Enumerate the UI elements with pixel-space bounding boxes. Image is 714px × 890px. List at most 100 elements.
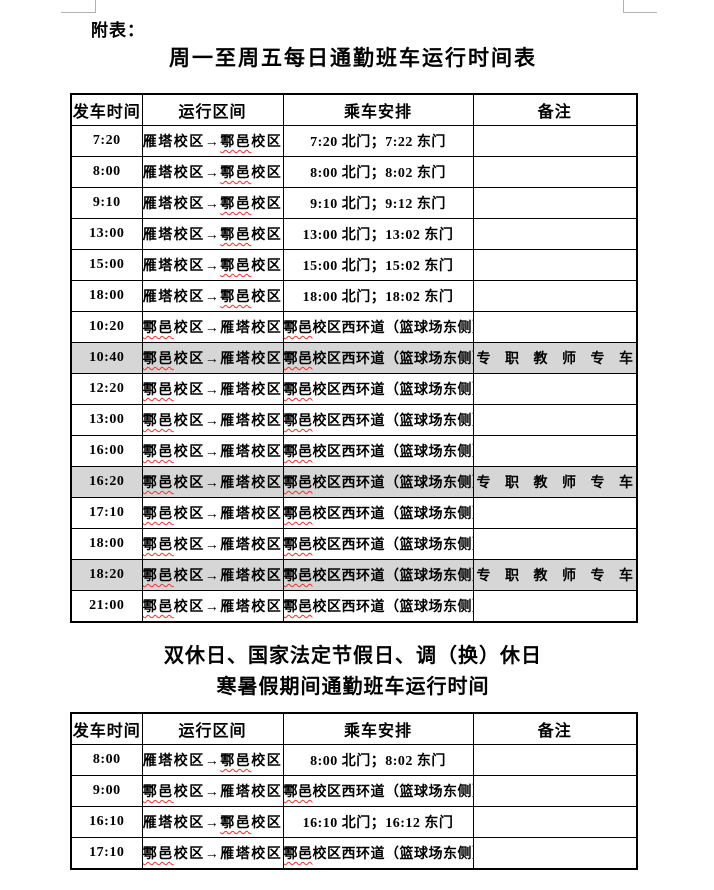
cell-arrangement: 15:00 北门；15:02 东门 xyxy=(283,250,473,281)
table-row: 12:20 鄠邑校区→雁塔校区 鄠邑校区西环道（篮球场东侧） xyxy=(71,374,637,405)
cell-remark xyxy=(473,776,637,807)
cell-departure-time: 9:10 xyxy=(71,188,142,219)
cell-remark: 专职教师专车 xyxy=(473,467,637,498)
cell-route: 雁塔校区→鄠邑校区 xyxy=(142,281,283,312)
col-header-departure-time: 发车时间 xyxy=(71,713,142,745)
cell-arrangement: 鄠邑校区西环道（篮球场东侧） xyxy=(283,591,473,623)
cell-arrangement: 9:10 北门；9:12 东门 xyxy=(283,188,473,219)
cell-departure-time: 10:40 xyxy=(71,343,142,374)
cell-arrangement: 13:00 北门；13:02 东门 xyxy=(283,219,473,250)
table-row: 8:00 雁塔校区→鄠邑校区 8:00 北门；8:02 东门 xyxy=(71,745,637,776)
cell-arrangement: 鄠邑校区西环道（篮球场东侧） xyxy=(283,374,473,405)
cell-route: 雁塔校区→鄠邑校区 xyxy=(142,250,283,281)
cell-departure-time: 16:10 xyxy=(71,807,142,838)
cell-route: 鄠邑校区→雁塔校区 xyxy=(142,436,283,467)
cell-arrangement: 8:00 北门；8:02 东门 xyxy=(283,745,473,776)
cell-route: 雁塔校区→鄠邑校区 xyxy=(142,157,283,188)
cell-route: 雁塔校区→鄠邑校区 xyxy=(142,807,283,838)
table-row: 9:10 雁塔校区→鄠邑校区 9:10 北门；9:12 东门 xyxy=(71,188,637,219)
cell-arrangement: 鄠邑校区西环道（篮球场东侧） xyxy=(283,467,473,498)
cell-arrangement: 7:20 北门；7:22 东门 xyxy=(283,126,473,157)
cell-route: 鄠邑校区→雁塔校区 xyxy=(142,560,283,591)
table-row: 10:20 鄠邑校区→雁塔校区 鄠邑校区西环道（篮球场东侧） xyxy=(71,312,637,343)
cell-arrangement: 鄠邑校区西环道（篮球场东侧） xyxy=(283,312,473,343)
col-header-remark: 备注 xyxy=(473,713,637,745)
cell-remark xyxy=(473,126,637,157)
col-header-arrangement: 乘车安排 xyxy=(283,94,473,126)
weekend-schedule-table: 发车时间 运行区间 乘车安排 备注 8:00 雁塔校区→鄠邑校区 8:00 北门… xyxy=(70,712,638,870)
cell-departure-time: 16:00 xyxy=(71,436,142,467)
col-header-departure-time: 发车时间 xyxy=(71,94,142,126)
cell-departure-time: 16:20 xyxy=(71,467,142,498)
cell-departure-time: 9:00 xyxy=(71,776,142,807)
page-margin-mark-top-right xyxy=(623,0,657,13)
cell-route: 鄠邑校区→雁塔校区 xyxy=(142,312,283,343)
cell-arrangement: 鄠邑校区西环道（篮球场东侧） xyxy=(283,405,473,436)
col-header-remark: 备注 xyxy=(473,94,637,126)
cell-remark xyxy=(473,498,637,529)
cell-departure-time: 18:00 xyxy=(71,281,142,312)
cell-departure-time: 17:10 xyxy=(71,498,142,529)
cell-departure-time: 8:00 xyxy=(71,157,142,188)
weekday-table-title: 周一至周五每日通勤班车运行时间表 xyxy=(70,42,636,72)
header-row: 发车时间 运行区间 乘车安排 备注 xyxy=(71,94,637,126)
cell-remark xyxy=(473,745,637,776)
table-row: 13:00 鄠邑校区→雁塔校区 鄠邑校区西环道（篮球场东侧） xyxy=(71,405,637,436)
cell-remark xyxy=(473,374,637,405)
cell-arrangement: 18:00 北门；18:02 东门 xyxy=(283,281,473,312)
table-row: 17:10 鄠邑校区→雁塔校区 鄠邑校区西环道（篮球场东侧） xyxy=(71,838,637,870)
cell-departure-time: 7:20 xyxy=(71,126,142,157)
cell-remark: 专职教师专车 xyxy=(473,560,637,591)
weekend-title-line1: 双休日、国家法定节假日、调（换）休日 xyxy=(70,641,636,672)
cell-remark xyxy=(473,219,637,250)
cell-route: 鄠邑校区→雁塔校区 xyxy=(142,838,283,870)
cell-route: 鄠邑校区→雁塔校区 xyxy=(142,529,283,560)
cell-departure-time: 18:20 xyxy=(71,560,142,591)
cell-arrangement: 鄠邑校区西环道（篮球场东侧） xyxy=(283,560,473,591)
col-header-route: 运行区间 xyxy=(142,713,283,745)
table-row-highlighted: 10:40 鄠邑校区→雁塔校区 鄠邑校区西环道（篮球场东侧） 专职教师专车 xyxy=(71,343,637,374)
cell-arrangement: 8:00 北门；8:02 东门 xyxy=(283,157,473,188)
cell-route: 鄠邑校区→雁塔校区 xyxy=(142,776,283,807)
weekend-table-title: 双休日、国家法定节假日、调（换）休日 寒暑假期间通勤班车运行时间 xyxy=(70,641,636,703)
cell-route: 雁塔校区→鄠邑校区 xyxy=(142,126,283,157)
table-row: 7:20 雁塔校区→鄠邑校区 7:20 北门；7:22 东门 xyxy=(71,126,637,157)
document-page: { "page": { "appendix_label": "附表：", "ta… xyxy=(0,0,714,890)
table-row: 18:00 鄠邑校区→雁塔校区 鄠邑校区西环道（篮球场东侧） xyxy=(71,529,637,560)
cell-departure-time: 17:10 xyxy=(71,838,142,870)
cell-route: 鄠邑校区→雁塔校区 xyxy=(142,467,283,498)
cell-remark xyxy=(473,250,637,281)
cell-arrangement: 16:10 北门；16:12 东门 xyxy=(283,807,473,838)
table-row: 16:10 雁塔校区→鄠邑校区 16:10 北门；16:12 东门 xyxy=(71,807,637,838)
cell-remark xyxy=(473,529,637,560)
col-header-route: 运行区间 xyxy=(142,94,283,126)
cell-route: 鄠邑校区→雁塔校区 xyxy=(142,374,283,405)
cell-departure-time: 13:00 xyxy=(71,405,142,436)
cell-remark xyxy=(473,188,637,219)
cell-route: 雁塔校区→鄠邑校区 xyxy=(142,745,283,776)
table-row: 16:00 鄠邑校区→雁塔校区 鄠邑校区西环道（篮球场东侧） xyxy=(71,436,637,467)
page-margin-mark-top-left xyxy=(61,0,96,13)
cell-arrangement: 鄠邑校区西环道（篮球场东侧） xyxy=(283,498,473,529)
cell-route: 雁塔校区→鄠邑校区 xyxy=(142,219,283,250)
cell-departure-time: 15:00 xyxy=(71,250,142,281)
cell-remark xyxy=(473,436,637,467)
cell-route: 鄠邑校区→雁塔校区 xyxy=(142,591,283,623)
table-row: 8:00 雁塔校区→鄠邑校区 8:00 北门；8:02 东门 xyxy=(71,157,637,188)
cell-departure-time: 21:00 xyxy=(71,591,142,623)
cell-arrangement: 鄠邑校区西环道（篮球场东侧） xyxy=(283,436,473,467)
cell-route: 鄠邑校区→雁塔校区 xyxy=(142,498,283,529)
cell-departure-time: 18:00 xyxy=(71,529,142,560)
table-row-highlighted: 16:20 鄠邑校区→雁塔校区 鄠邑校区西环道（篮球场东侧） 专职教师专车 xyxy=(71,467,637,498)
cell-arrangement: 鄠邑校区西环道（篮球场东侧） xyxy=(283,776,473,807)
cell-departure-time: 13:00 xyxy=(71,219,142,250)
weekend-title-line2: 寒暑假期间通勤班车运行时间 xyxy=(70,672,636,703)
cell-route: 鄠邑校区→雁塔校区 xyxy=(142,405,283,436)
cell-remark xyxy=(473,591,637,623)
table-row: 9:00 鄠邑校区→雁塔校区 鄠邑校区西环道（篮球场东侧） xyxy=(71,776,637,807)
cell-route: 鄠邑校区→雁塔校区 xyxy=(142,343,283,374)
cell-remark xyxy=(473,807,637,838)
cell-arrangement: 鄠邑校区西环道（篮球场东侧） xyxy=(283,529,473,560)
table-row: 15:00 雁塔校区→鄠邑校区 15:00 北门；15:02 东门 xyxy=(71,250,637,281)
table-row: 17:10 鄠邑校区→雁塔校区 鄠邑校区西环道（篮球场东侧） xyxy=(71,498,637,529)
